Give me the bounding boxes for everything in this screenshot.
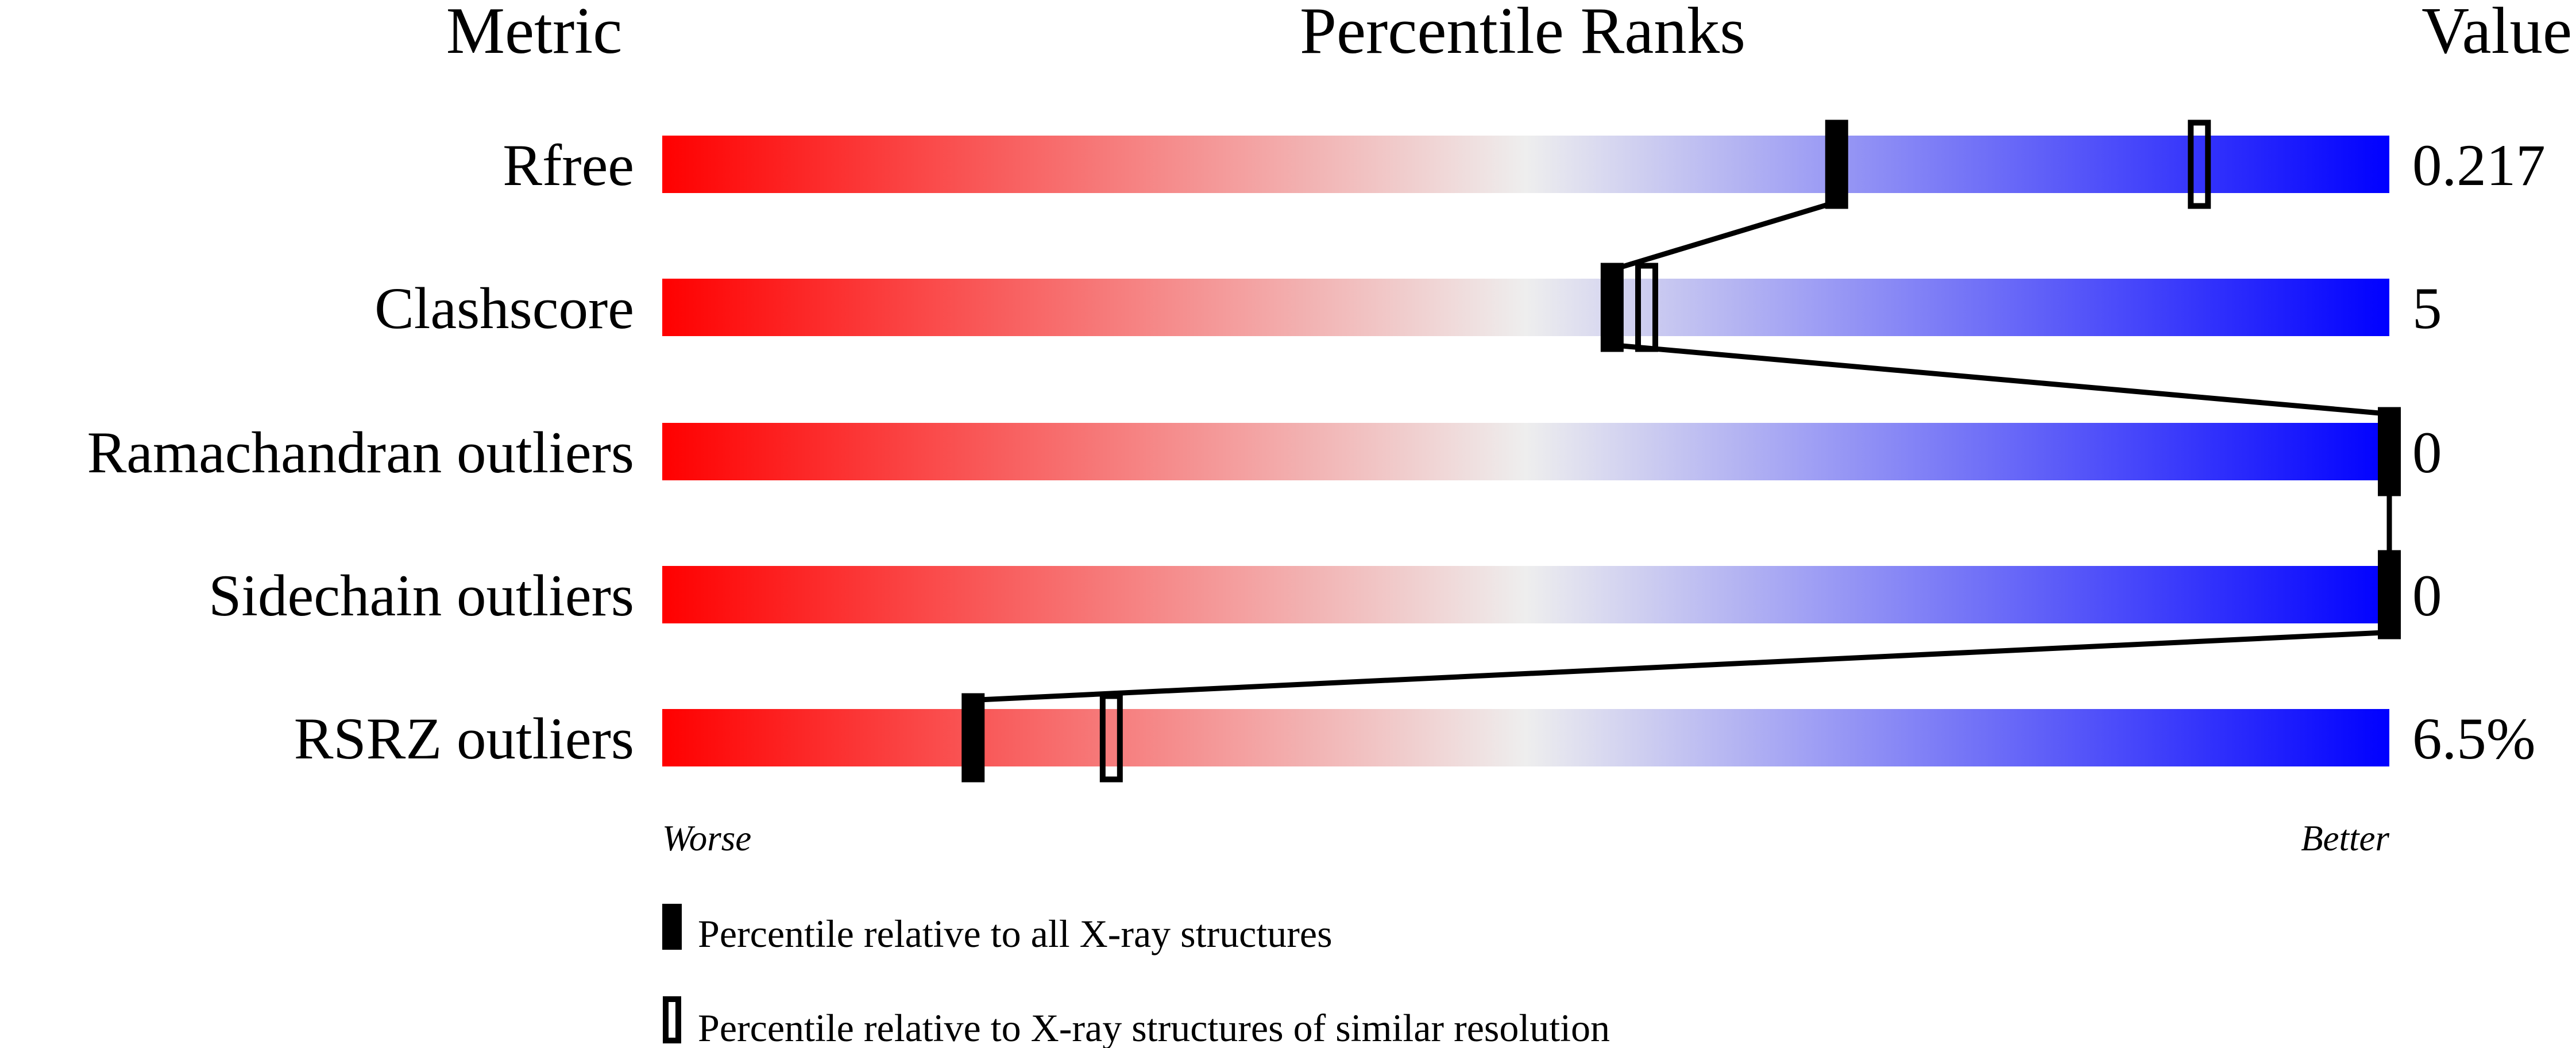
metric-row: RSRZ outliers 6.5%	[294, 706, 2536, 772]
connector-line	[1611, 199, 1838, 272]
metric-row: Rfree 0.217	[503, 133, 2545, 198]
header-metric: Metric	[446, 0, 623, 67]
metric-value: 0	[2412, 420, 2442, 486]
legend-open-marker	[663, 996, 681, 1043]
legend-label-similar: Percentile relative to X-ray structures …	[698, 1006, 1610, 1048]
marker-all-structures	[2378, 550, 2401, 639]
percentile-bar	[662, 709, 2389, 766]
legend-label-all: Percentile relative to all X-ray structu…	[698, 912, 1333, 955]
axis-label-better: Better	[2301, 818, 2389, 858]
marker-all-structures	[1825, 120, 1848, 209]
metric-value: 6.5%	[2412, 706, 2536, 772]
percentile-bar	[662, 136, 2389, 193]
metric-value: 5	[2412, 276, 2442, 341]
percentile-bar	[662, 279, 2389, 336]
connector-line	[973, 630, 2390, 703]
metric-label: Sidechain outliers	[208, 563, 634, 629]
metric-value: 0	[2412, 563, 2442, 629]
marker-similar-resolution	[2188, 120, 2211, 209]
metric-label: Clashscore	[374, 276, 634, 341]
metric-row: Ramachandran outliers 0	[87, 420, 2442, 486]
metric-label: RSRZ outliers	[294, 706, 634, 772]
header-percentile-ranks: Percentile Ranks	[1300, 0, 1745, 67]
legend-filled-marker	[662, 904, 682, 950]
percentile-bar	[662, 566, 2389, 623]
metric-label: Rfree	[503, 133, 634, 198]
connector-line	[1612, 342, 2390, 417]
marker-similar-resolution	[1099, 693, 1123, 783]
percentile-bar	[662, 423, 2389, 480]
marker-similar-resolution	[1635, 263, 1658, 352]
header-value: Value	[2421, 0, 2572, 67]
marker-all-structures	[2378, 407, 2401, 496]
metric-row: Sidechain outliers 0	[208, 563, 2442, 629]
metric-label: Ramachandran outliers	[87, 420, 634, 486]
marker-all-structures	[1600, 263, 1624, 352]
metric-value: 0.217	[2412, 133, 2546, 198]
metric-row: Clashscore 5	[374, 276, 2442, 341]
axis-label-worse: Worse	[662, 818, 751, 858]
marker-all-structures	[961, 693, 985, 783]
